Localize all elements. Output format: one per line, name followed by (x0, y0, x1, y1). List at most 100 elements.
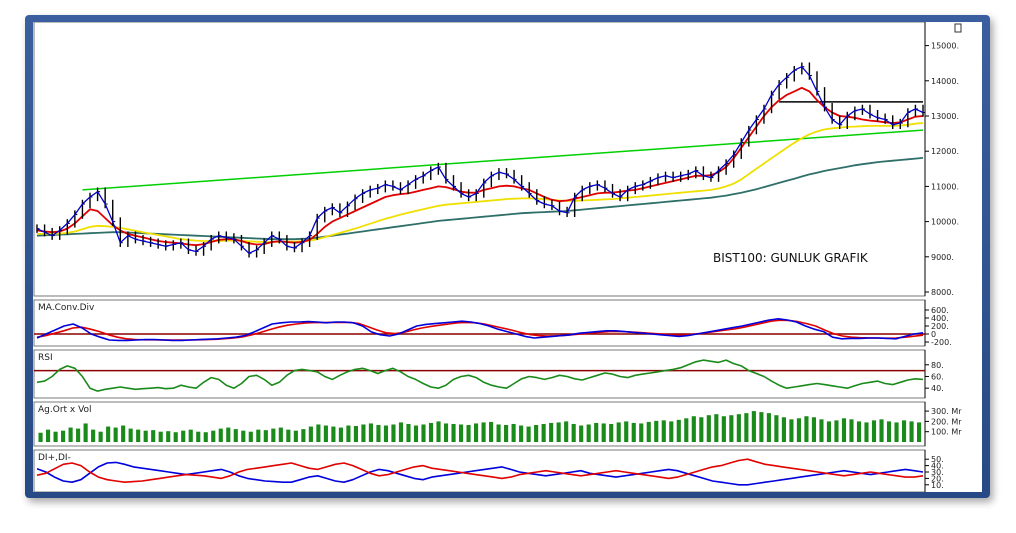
volume-bar (38, 432, 43, 442)
volume-bar (586, 424, 591, 442)
rsi-tick-label: 80. (931, 361, 944, 370)
volume-bar (856, 421, 862, 442)
volume-bar (489, 421, 494, 442)
macd-tick-label: 600. (931, 306, 949, 315)
volume-bar (729, 415, 734, 442)
close-line (36, 66, 924, 254)
volume-bar (549, 422, 554, 442)
volume-bar (361, 424, 366, 442)
volume-bar (871, 420, 877, 442)
volume-bar (113, 427, 118, 442)
volume-bar (436, 421, 441, 442)
volume-bar (226, 427, 231, 442)
rsi-panel (33, 349, 926, 399)
volume-bar (203, 432, 208, 442)
volume-bar (368, 423, 374, 442)
volume-bar (631, 422, 636, 442)
chart-area: 15000. 14000. 13000. 12000. 11000. 10000. 9000… (33, 22, 982, 492)
chart-svg: 15000. 14000. 13000. 12000. 11000. 10000. 9000… (33, 22, 962, 492)
volume-bar (398, 422, 404, 442)
chart-annotation: BIST100: GUNLUK GRAFIK (713, 251, 869, 265)
dmi-tick-label: 30. (931, 468, 944, 477)
volume-bar (76, 428, 81, 442)
volume-bar (128, 428, 133, 442)
volume-bar (684, 418, 689, 442)
dmi-panel (33, 449, 926, 492)
volume-bar (391, 424, 396, 442)
volume-bar (774, 415, 779, 442)
volume-bar (98, 431, 103, 442)
volume-bar (188, 429, 193, 442)
volume-bar (534, 425, 539, 442)
macd-tick-label: 0 (931, 330, 936, 339)
volume-bar (504, 425, 509, 442)
volume-bar (669, 421, 674, 442)
ma-mid-line (37, 122, 924, 243)
volume-bar (458, 424, 464, 442)
volume-bar (721, 416, 726, 442)
corner-marker (954, 23, 962, 33)
macd-tick-label: 200. (931, 322, 949, 331)
volume-bar (714, 414, 719, 442)
price-tick-label: 10000. (931, 218, 959, 227)
volume-bar (473, 423, 479, 442)
volume-bar (706, 415, 711, 442)
volume-tick-label: 300. Mr (931, 407, 962, 416)
volume-bar (323, 425, 328, 442)
volume-bar (751, 411, 756, 442)
volume-bar (841, 418, 847, 442)
volume-bar (511, 423, 516, 442)
volume-bar (571, 423, 576, 442)
volume-bar (526, 426, 531, 442)
volume-bar (579, 425, 584, 442)
volume-bar (744, 413, 749, 442)
volume-bar (338, 427, 343, 442)
volume-bar (519, 425, 524, 442)
volume-bar (661, 420, 666, 442)
macd-tick-label: 400. (931, 314, 949, 323)
volume-bar (166, 431, 171, 442)
volume-bar (849, 419, 854, 442)
price-tick-label: 14000. (931, 77, 959, 86)
price-tick-label: 8000. (931, 288, 954, 297)
dmi-tick-label: 20. (931, 474, 944, 483)
volume-tick-label: 100. Mr (931, 428, 962, 437)
volume-bar (834, 420, 839, 442)
volume-bar (879, 419, 884, 442)
volume-bar (759, 412, 764, 442)
volume-bar (121, 425, 126, 442)
volume-bar (466, 425, 471, 442)
volume-bar (143, 430, 148, 442)
volume-bar (481, 422, 486, 442)
volume-bar (53, 431, 58, 442)
price-tick-label: 13000. (931, 112, 959, 121)
chart-window: 15000. 14000. 13000. 12000. 11000. 10000. 9000… (25, 15, 990, 498)
volume-bar (594, 422, 599, 442)
volume-bar (173, 432, 178, 442)
volume-bar (864, 422, 869, 442)
volume-bar (376, 425, 381, 442)
volume-title: Ag.Ort x Vol (38, 405, 92, 415)
volume-bar (278, 427, 283, 442)
volume-bar (894, 422, 899, 442)
price-tick-label: 9000. (931, 253, 954, 262)
volume-bar (766, 413, 771, 442)
price-tick-label: 12000. (931, 147, 959, 156)
volume-bar (556, 422, 561, 442)
ma-slow-line (36, 157, 924, 241)
volume-bar (886, 421, 892, 442)
volume-bar (691, 416, 696, 442)
volume-bar (428, 422, 434, 442)
volume-bar (676, 419, 681, 442)
price-tick-label: 11000. (931, 182, 959, 191)
ma-fast-line (36, 86, 924, 247)
volume-bar (564, 421, 569, 442)
dmi-tick-label: 50. (931, 455, 944, 464)
volume-bar (61, 430, 66, 442)
volume-bar (106, 426, 111, 442)
volume-bar (601, 423, 606, 442)
volume-bar (781, 417, 786, 442)
volume-bar (136, 429, 141, 442)
macd-title: MA.Conv.Div (38, 303, 95, 313)
volume-bar (158, 431, 163, 442)
